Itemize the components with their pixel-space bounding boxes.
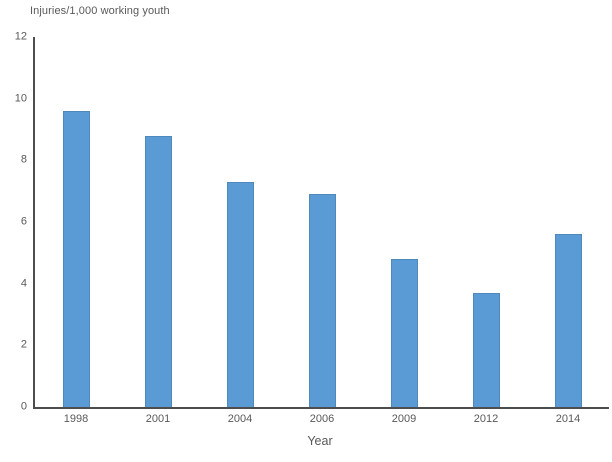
bar-slot (445, 37, 527, 407)
y-tick-label-10: 10 (14, 92, 27, 105)
y-tick-label-6: 6 (20, 215, 27, 228)
x-tick-label-2006: 2006 (309, 413, 335, 425)
bar-2009 (390, 259, 418, 407)
bar-2001 (144, 135, 172, 407)
plot-area (33, 37, 609, 409)
x-tick-label-2012: 2012 (473, 413, 499, 425)
y-tick-label-8: 8 (20, 153, 27, 166)
bar-2012 (472, 292, 500, 407)
y-tick-label-12: 12 (14, 30, 27, 43)
x-tick-label-2001: 2001 (145, 413, 171, 425)
y-axis-ticks: 0 2 4 6 8 10 12 (0, 31, 27, 412)
bar-slot (35, 37, 117, 407)
bar-slot (117, 37, 199, 407)
x-tick-label-1998: 1998 (63, 413, 89, 425)
bar-1998 (62, 111, 90, 407)
x-axis-title: Year (307, 434, 333, 448)
x-tick-label-2004: 2004 (227, 413, 253, 425)
bar-slot (199, 37, 281, 407)
x-tick-label-2014: 2014 (555, 413, 581, 425)
bar-slot (281, 37, 363, 407)
y-tick-label-2: 2 (20, 338, 27, 351)
bar-2014 (554, 234, 582, 407)
y-tick-label-4: 4 (20, 277, 27, 290)
y-tick-label-0: 0 (20, 400, 27, 413)
x-tick-label-2009: 2009 (391, 413, 417, 425)
bar-2006 (308, 194, 336, 407)
y-axis-title: Injuries/1,000 working youth (30, 5, 170, 17)
bar-slot (527, 37, 609, 407)
bar-2004 (226, 181, 254, 407)
bar-slot (363, 37, 445, 407)
x-axis-labels: 1998 2001 2004 2006 2009 2012 2014 (35, 413, 609, 426)
